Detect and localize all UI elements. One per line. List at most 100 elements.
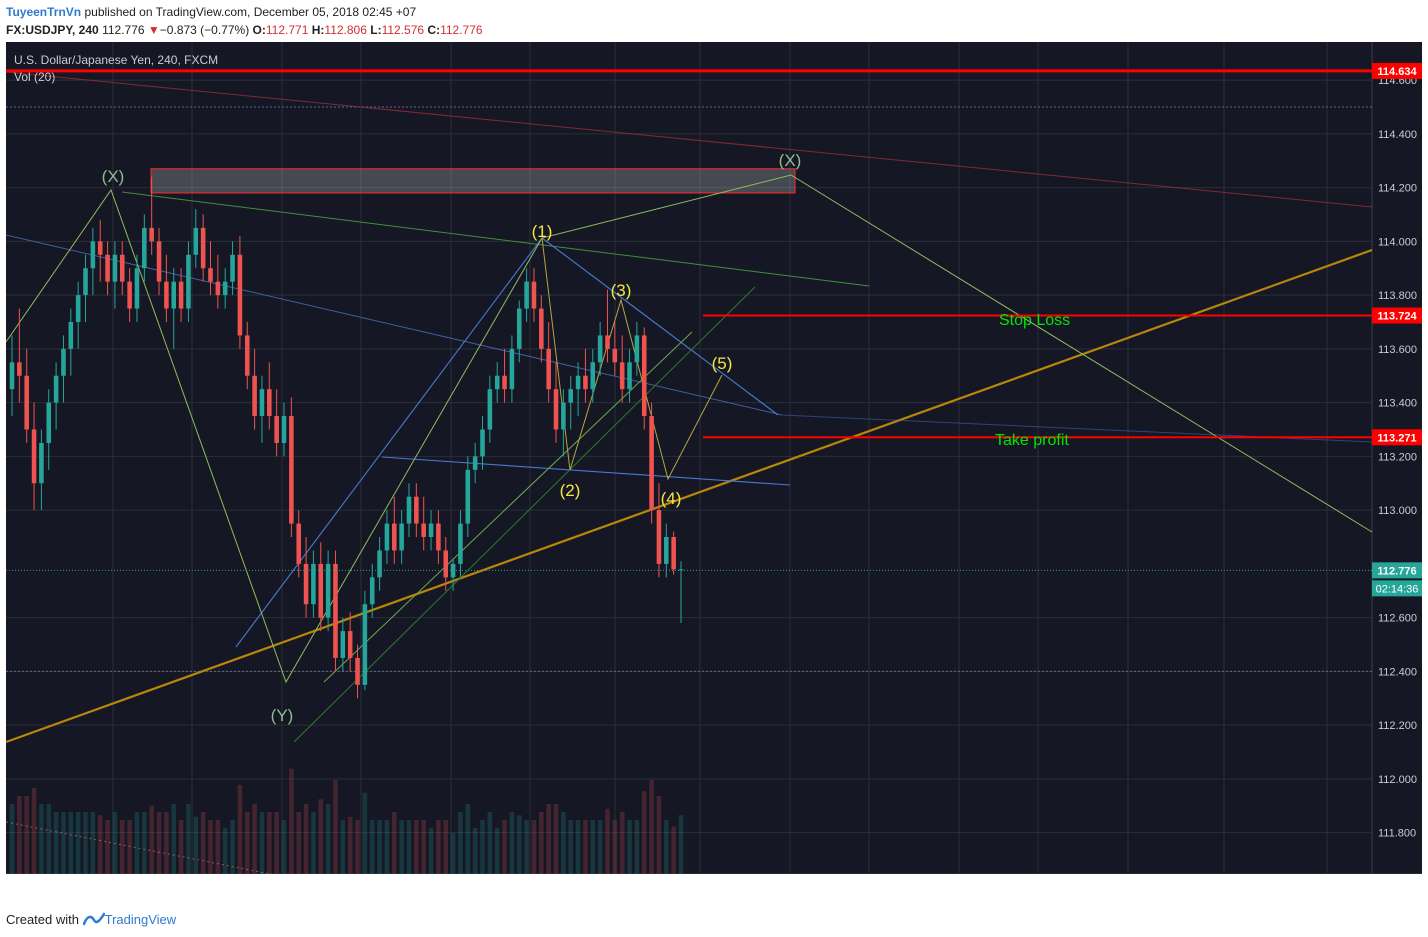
volume-bar <box>384 820 390 874</box>
volume-bar <box>428 828 434 874</box>
wave-2-4-line[interactable] <box>381 456 791 486</box>
red-descending-line[interactable] <box>6 71 1373 208</box>
countdown-tag-text: 02:14:36 <box>1376 583 1419 595</box>
current-price-tag <box>1372 562 1422 579</box>
corrective-wave-path[interactable] <box>6 174 1373 684</box>
candle-body <box>590 362 596 390</box>
volume-bar <box>458 812 463 874</box>
candle-body <box>200 227 206 269</box>
candle-body <box>641 335 647 417</box>
down-arrow-icon: ▼ <box>147 23 160 37</box>
channel-upper-line[interactable] <box>235 237 543 648</box>
candle-body <box>244 335 250 376</box>
level-price-tag-text: 113.271 <box>1377 432 1416 444</box>
candle-body <box>281 416 287 443</box>
volume-bar <box>208 820 213 874</box>
volume-bar <box>119 820 125 874</box>
candle-body <box>112 254 118 282</box>
price-tick-label: 113.200 <box>1378 451 1417 463</box>
volume-bar <box>369 820 375 874</box>
candle-body <box>347 631 353 658</box>
price-tick-label: 113.400 <box>1378 398 1417 410</box>
level-price-tag-text: 114.634 <box>1377 66 1417 78</box>
wave-descending-line[interactable] <box>541 237 779 416</box>
volume-legend: Vol (20) <box>14 70 55 84</box>
price-tick-label: 112.000 <box>1378 774 1417 786</box>
rising-trendline[interactable] <box>6 248 1373 744</box>
change-value: −0.873 (−0.77%) <box>159 23 250 37</box>
impulse-wave-path[interactable] <box>541 237 723 481</box>
candle-body <box>546 348 551 390</box>
candle-body <box>414 496 419 524</box>
author-name[interactable]: TuyeenTrnVn <box>6 5 82 19</box>
volume-bar <box>612 820 618 874</box>
volume-bar <box>46 804 52 874</box>
published-text: published on TradingView.com, December 0… <box>84 5 417 19</box>
volume-bar <box>634 820 640 874</box>
tradingview-brand[interactable]: TradingView <box>104 912 177 927</box>
volume-bar <box>553 804 559 874</box>
volume-bar <box>664 820 669 874</box>
channel-lower-line[interactable] <box>293 286 756 743</box>
candle-body <box>215 281 221 296</box>
candle-body <box>634 335 640 363</box>
candle-body <box>17 362 22 376</box>
open-value: 112.771 <box>265 23 309 37</box>
volume-bar <box>561 812 566 874</box>
wave-label-5: (5) <box>712 354 733 373</box>
volume-bar <box>575 820 581 874</box>
green-descending-line[interactable] <box>121 191 870 287</box>
level-price-tag <box>1372 307 1422 324</box>
trend-drawings[interactable] <box>6 71 1373 874</box>
volume-bar <box>619 812 625 874</box>
volume-bar <box>524 820 529 874</box>
candle-body <box>259 389 265 417</box>
channel-mid-line[interactable] <box>323 331 693 683</box>
price-tick-label: 113.000 <box>1378 505 1417 517</box>
volume-bar <box>274 812 279 874</box>
candle-body <box>575 375 581 390</box>
candle-body <box>568 389 574 403</box>
volume-bar <box>311 812 316 874</box>
volume-bar <box>318 799 324 874</box>
volume-bar <box>649 780 654 874</box>
candle-body <box>53 375 59 403</box>
price-tick-label: 111.800 <box>1378 828 1416 840</box>
volume-bar <box>39 804 44 874</box>
candle-body <box>656 510 662 564</box>
volume-bar <box>9 804 15 874</box>
candles <box>9 176 684 699</box>
supply-zone-box[interactable] <box>150 168 796 194</box>
candle-body <box>509 348 515 390</box>
created-with-text: Created with <box>6 912 79 927</box>
volume-bar <box>340 820 346 874</box>
volume-bar <box>355 820 360 874</box>
candle-body <box>24 375 29 430</box>
candle-body <box>289 416 294 524</box>
volume-bar <box>568 820 574 874</box>
volume-bar <box>53 812 59 874</box>
plot-background <box>6 42 1372 874</box>
candle-body <box>377 550 382 578</box>
price-chart[interactable]: (1) (2) (3) (4) (5) (X) (Y) (X) Stop Los… <box>6 42 1422 874</box>
volume-bar <box>222 828 228 874</box>
horizontal-levels[interactable] <box>6 69 1372 439</box>
volume-bar <box>31 788 37 874</box>
volume-bar <box>105 820 110 874</box>
price-tags: 114.634 113.724 113.271 112.776 02:14:36 <box>1372 62 1422 597</box>
volume-bar <box>509 812 515 874</box>
volume-bar <box>414 820 419 874</box>
candle-body <box>333 563 338 658</box>
blue-descending-line[interactable] <box>6 234 783 416</box>
price-tick-label: 113.800 <box>1378 290 1417 302</box>
candle-body <box>68 321 74 349</box>
volume-bar <box>627 820 632 874</box>
volume-bar <box>237 784 243 874</box>
candle-body <box>142 227 147 269</box>
symbol: FX:USDJPY, 240 <box>6 23 99 37</box>
volume-bar <box>480 820 485 874</box>
candle-body <box>428 523 434 538</box>
volume-bar <box>134 812 140 874</box>
candle-body <box>480 429 485 457</box>
current-price-tag-text: 112.776 <box>1377 565 1416 577</box>
